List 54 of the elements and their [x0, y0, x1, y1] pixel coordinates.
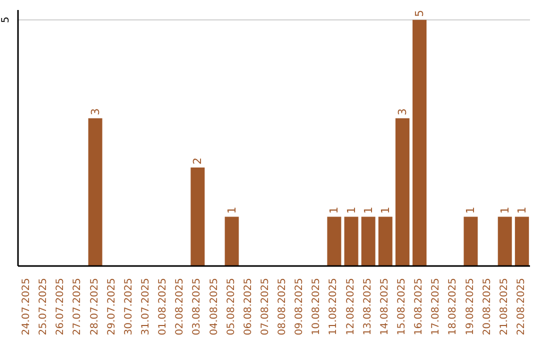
x-tick-label: 26.07.2025	[55, 278, 66, 336]
x-tick-label: 02.08.2025	[174, 278, 186, 336]
x-tick-label: 07.08.2025	[260, 278, 271, 336]
bar	[412, 20, 427, 266]
x-tick-label: 01.08.2025	[158, 278, 169, 336]
x-tick-label: 12.08.2025	[345, 278, 356, 336]
bar	[464, 216, 478, 266]
data-label: 5	[413, 10, 426, 17]
data-label: 2	[191, 158, 204, 165]
data-label: 1	[344, 206, 358, 214]
x-tick-label: 25.07.2025	[38, 278, 50, 336]
data-label: 3	[88, 108, 102, 116]
x-tick-label: 31.07.2025	[140, 278, 152, 336]
bar	[224, 216, 239, 266]
data-label: 1	[362, 206, 375, 214]
x-tick-label: 10.08.2025	[311, 278, 322, 336]
x-tick-label: 24.07.2025	[21, 278, 32, 336]
bar	[190, 168, 205, 266]
data-label: 1	[378, 206, 392, 214]
bar	[327, 216, 342, 266]
bar	[395, 118, 410, 266]
bar	[344, 216, 358, 266]
data-label: 1	[498, 206, 512, 214]
x-tick-label: 15.08.2025	[396, 278, 408, 336]
bar	[361, 216, 376, 266]
x-tick-label: 28.07.2025	[89, 278, 100, 336]
x-tick-label: 05.08.2025	[226, 278, 237, 336]
bar	[88, 118, 102, 266]
data-label: 1	[225, 206, 238, 214]
bar	[498, 216, 512, 266]
bar	[514, 216, 529, 266]
x-tick-label: 03.08.2025	[192, 278, 203, 336]
data-label: 3	[396, 108, 409, 116]
data-label: 1	[328, 206, 341, 214]
x-tick-label: 30.07.2025	[123, 278, 134, 336]
x-tick-label: 13.08.2025	[362, 278, 374, 336]
x-tick-label: 11.08.2025	[328, 278, 340, 336]
x-tick-label: 29.07.2025	[106, 278, 118, 336]
x-tick-label: 20.08.2025	[482, 278, 493, 336]
bar	[378, 216, 392, 266]
x-tick-label: 14.08.2025	[379, 278, 390, 336]
x-tick-label: 17.08.2025	[430, 278, 442, 336]
x-tick-label: 19.08.2025	[464, 278, 476, 336]
x-tick-label: 18.08.2025	[448, 278, 459, 336]
data-label: 1	[464, 206, 478, 214]
x-tick-label: 22.08.2025	[516, 278, 527, 336]
x-tick-label: 04.08.2025	[208, 278, 220, 336]
x-tick-label: 06.08.2025	[242, 278, 254, 336]
x-tick-label: 21.08.2025	[498, 278, 510, 336]
x-tick-label: 16.08.2025	[414, 278, 425, 336]
data-label: 1	[515, 206, 528, 214]
x-tick-label: 08.08.2025	[277, 278, 288, 336]
x-tick-label: 27.07.2025	[72, 278, 84, 336]
x-tick-label: 09.08.2025	[294, 278, 306, 336]
